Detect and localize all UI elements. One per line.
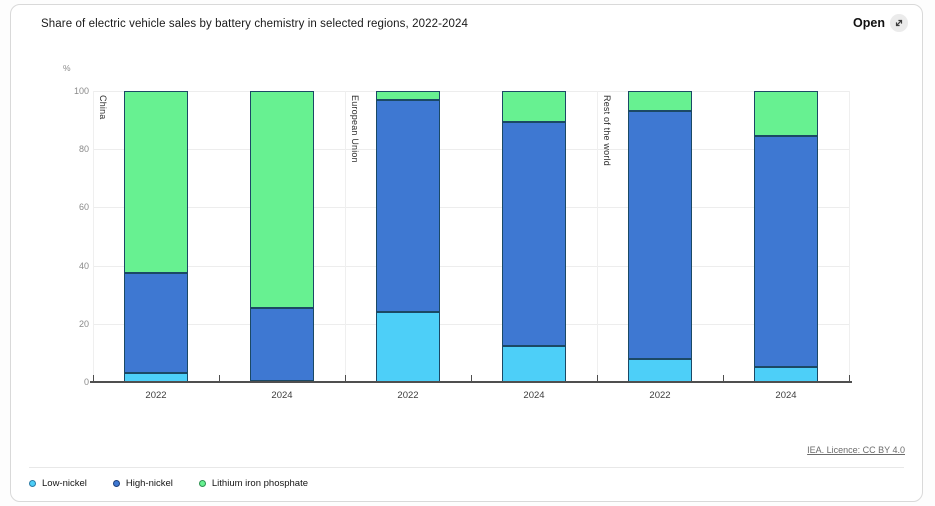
- bar-segment[interactable]: [754, 91, 818, 137]
- gridline-horizontal: [93, 323, 849, 325]
- gridline-vertical: [93, 91, 94, 382]
- legend-item[interactable]: Low-nickel: [29, 478, 87, 489]
- bar-segment[interactable]: [376, 91, 440, 100]
- bar-segment[interactable]: [250, 307, 314, 381]
- gridline-horizontal: [93, 207, 849, 209]
- gridline-vertical: [597, 91, 598, 382]
- legend-color-dot: [112, 480, 120, 487]
- gridline-vertical: [345, 91, 346, 382]
- licence-link[interactable]: IEA. Licence: CC BY 4.0: [807, 445, 905, 455]
- gridline-horizontal: [93, 265, 849, 267]
- bar-segment[interactable]: [754, 367, 818, 382]
- bar-segment[interactable]: [124, 272, 188, 374]
- gridline-vertical: [849, 91, 850, 382]
- chart-card: Share of electric vehicle sales by batte…: [10, 4, 923, 502]
- legend-item[interactable]: High-nickel: [112, 478, 173, 489]
- y-tick-label: 60: [78, 202, 89, 213]
- legend-label: Lithium iron phosphate: [211, 478, 309, 489]
- x-axis-tick: [849, 375, 850, 381]
- y-tick-label: 100: [73, 86, 89, 96]
- y-tick-label: 20: [78, 318, 89, 329]
- legend-color-dot: [29, 480, 36, 487]
- bar-segment[interactable]: [124, 91, 188, 273]
- bar-segment[interactable]: [502, 345, 566, 382]
- bar-segment[interactable]: [376, 99, 440, 313]
- plot-area: China European Union Rest of the world 2022…: [90, 91, 852, 401]
- gridline-horizontal: [93, 91, 849, 92]
- x-tick-label: 2022: [145, 390, 167, 401]
- y-axis: 0 20 40 60 80 100: [49, 86, 89, 387]
- bar-segment[interactable]: [250, 91, 314, 308]
- x-axis-tick: [93, 375, 94, 381]
- bar-segment[interactable]: [502, 121, 566, 346]
- legend-color-dot: [198, 480, 206, 487]
- x-axis-tick: [471, 375, 472, 381]
- region-label: China: [98, 95, 108, 120]
- bar-segment[interactable]: [376, 312, 440, 382]
- bar-segment[interactable]: [628, 91, 692, 112]
- legend-label: Low-nickel: [42, 478, 87, 489]
- x-axis-tick: [597, 375, 598, 381]
- gridline-horizontal: [93, 149, 849, 151]
- bar-segment[interactable]: [628, 111, 692, 359]
- legend-divider: [29, 467, 904, 468]
- x-axis-tick: [219, 375, 220, 381]
- x-tick-label: 2022: [397, 390, 419, 401]
- region-label: European Union: [350, 95, 360, 163]
- y-tick-label: 40: [78, 260, 89, 271]
- y-tick-label: 80: [78, 144, 89, 155]
- open-button-label: Open: [853, 16, 885, 30]
- x-axis-line: [90, 381, 852, 383]
- x-tick-label: 2024: [523, 390, 545, 401]
- chart-title: Share of electric vehicle sales by batte…: [41, 18, 468, 30]
- y-axis-unit: %: [63, 63, 71, 73]
- x-tick-label: 2024: [271, 390, 293, 401]
- bar-segment[interactable]: [628, 358, 692, 382]
- open-button[interactable]: Open: [853, 14, 908, 32]
- x-tick-label: 2022: [649, 390, 671, 401]
- legend-label: High-nickel: [125, 478, 173, 489]
- legend-item[interactable]: Lithium iron phosphate: [198, 478, 309, 489]
- expand-icon: [890, 14, 908, 32]
- y-tick-label: 0: [83, 377, 89, 387]
- bar-segment[interactable]: [754, 136, 818, 368]
- x-axis-tick: [723, 375, 724, 381]
- x-tick-label: 2024: [775, 390, 797, 401]
- region-label: Rest of the world: [602, 95, 612, 166]
- bar-segment[interactable]: [502, 91, 566, 122]
- x-axis-tick: [345, 375, 346, 381]
- legend: Low-nickel High-nickel Lithium iron phosph…: [29, 478, 308, 489]
